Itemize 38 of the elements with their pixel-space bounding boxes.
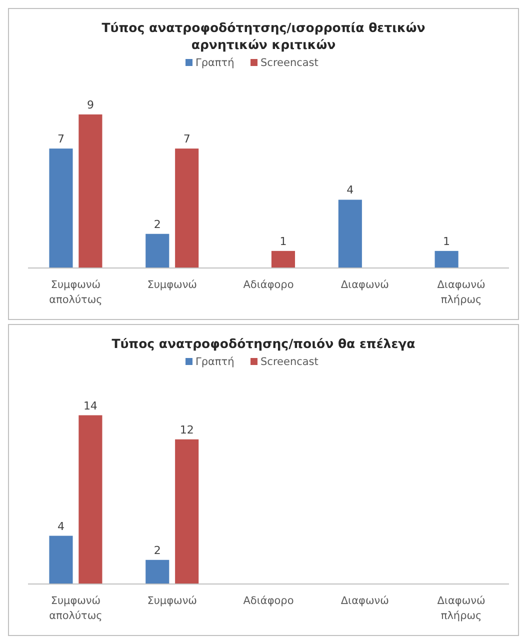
x-tick-label: Διαφωνώ πλήρως <box>437 279 486 306</box>
bar <box>271 250 296 268</box>
bar <box>49 148 73 268</box>
data-label: 4 <box>57 520 64 533</box>
bar <box>146 560 170 584</box>
x-tick-label: Συμφωνώ <box>147 595 198 607</box>
x-tick-label: Αδιάφορο <box>243 279 294 291</box>
legend-label: Γραπτή <box>196 57 234 69</box>
bar <box>175 439 199 584</box>
data-label: 9 <box>86 98 94 112</box>
x-tick-label: Διαφωνώ <box>340 279 390 291</box>
data-label: 1 <box>280 234 287 248</box>
bar <box>175 148 199 268</box>
x-tick-label: Συμφωνώ απολύτως <box>49 279 102 306</box>
data-label: 4 <box>346 184 354 197</box>
chart-title: Τύπος ανατροφοδότησης/ποιόν θα επέλεγα <box>112 336 416 351</box>
legend-label: Screencast <box>260 356 318 368</box>
data-label: 14 <box>83 399 98 412</box>
data-label: 7 <box>57 132 64 146</box>
chart-title: Τύπος ανατροφοδότητσης/ισορροπία θετικών αρνητικών κριτικών <box>102 20 426 52</box>
data-label: 7 <box>183 132 190 146</box>
x-tick-label: Συμφωνώ <box>147 279 198 291</box>
bar <box>434 250 458 268</box>
legend-label: Screencast <box>260 57 318 69</box>
data-label: 1 <box>443 234 450 248</box>
data-label: 2 <box>154 218 161 231</box>
x-tick-label: Διαφωνώ <box>340 595 390 607</box>
data-label: 12 <box>180 423 194 436</box>
legend-label: Γραπτή <box>196 356 234 368</box>
bar <box>146 234 170 268</box>
bar <box>78 415 102 584</box>
x-tick-label: Συμφωνώ απολύτως <box>49 595 102 622</box>
x-tick-label: Αδιάφορο <box>243 595 294 607</box>
bar <box>49 536 73 584</box>
x-tick-label: Διαφωνώ πλήρως <box>437 595 486 622</box>
bar <box>78 114 102 268</box>
data-label: 2 <box>154 544 161 557</box>
bar <box>338 200 362 268</box>
